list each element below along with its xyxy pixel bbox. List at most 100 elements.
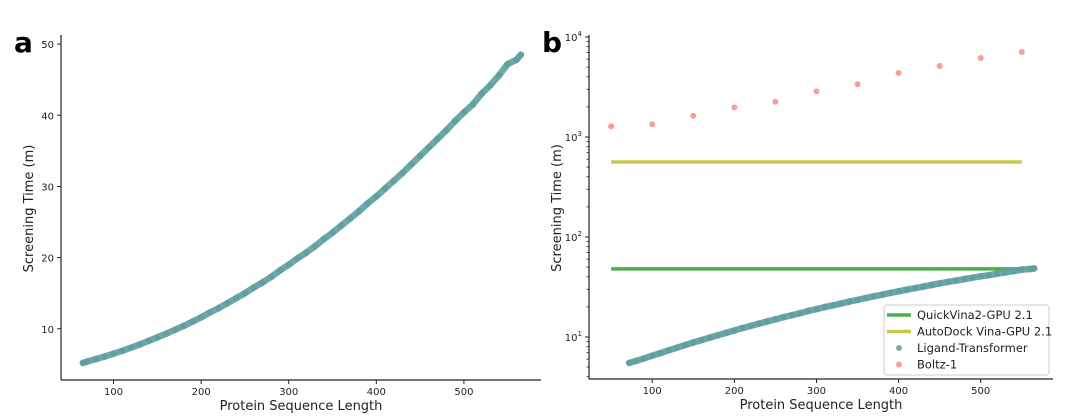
screening-time-point — [189, 318, 196, 325]
x-tick-label: 400 — [889, 386, 908, 397]
screening-time-point — [469, 101, 476, 108]
y-tick-label-exponent: 2 — [578, 230, 582, 238]
ligand-transformer-point — [903, 286, 911, 294]
screening-time-point — [486, 82, 494, 89]
x-axis-label: Protein Sequence Length — [220, 399, 383, 414]
y-tick-label: 10 — [41, 325, 54, 336]
ligand-transformer-point — [714, 331, 722, 339]
y-tick-label: 50 — [41, 40, 54, 51]
screening-time-point — [285, 261, 293, 269]
ligand-transformer-point — [665, 347, 672, 354]
screening-time-point — [101, 353, 109, 360]
ligand-transformer-point — [837, 300, 845, 307]
screening-time-point — [180, 322, 187, 330]
ligand-transformer-point — [969, 274, 976, 281]
screening-time-point — [206, 309, 214, 316]
ligand-transformer-point — [625, 359, 633, 367]
ligand-transformer-point — [796, 309, 804, 317]
x-tick-label: 300 — [279, 387, 298, 398]
ligand-transformer-point — [1018, 266, 1026, 273]
ligand-transformer-point — [846, 298, 853, 305]
x-tick-label: 500 — [971, 386, 990, 397]
screening-time-point — [215, 304, 222, 312]
screening-time-point — [390, 177, 398, 185]
y-tick-label: 20 — [41, 254, 54, 265]
screening-time-point — [250, 284, 258, 291]
x-tick-label: 100 — [643, 386, 662, 397]
screening-time-point — [346, 215, 354, 222]
ligand-transformer-point — [755, 320, 763, 327]
screening-time-point — [443, 126, 450, 134]
ligand-transformer-point — [862, 294, 870, 302]
screening-time-point — [513, 56, 520, 64]
boltz-1-point — [813, 88, 820, 95]
x-tick-label: 200 — [192, 387, 211, 398]
screening-time-point — [337, 222, 345, 229]
legend-swatch-marker — [896, 361, 902, 368]
screening-time-point — [136, 341, 144, 348]
ligand-transformer-point — [985, 271, 993, 279]
screening-time-point — [399, 169, 406, 177]
ligand-transformer-point — [772, 316, 779, 323]
screening-time-point — [434, 135, 441, 143]
ligand-transformer-point — [673, 344, 681, 352]
screening-time-point — [517, 51, 525, 59]
y-tick-label: 30 — [41, 182, 54, 193]
ligand-transformer-point — [689, 339, 697, 346]
ligand-transformer-point — [870, 293, 878, 300]
ligand-transformer-point — [780, 313, 787, 321]
ligand-transformer-series — [625, 265, 1038, 367]
boltz-1-point — [649, 121, 656, 128]
legend: QuickVina2-GPU 2.1 AutoDock Vina-GPU 2.1 L… — [883, 304, 1052, 376]
ligand-transformer-point — [821, 303, 828, 311]
ligand-transformer-point — [944, 278, 952, 286]
ligand-transformer-point — [936, 280, 943, 287]
panel-a: a 100 200 300 400 500 10 20 30 40 50 Protein Sequen… — [14, 26, 541, 414]
ligand-transformer-point — [911, 284, 919, 292]
x-tick-label: 100 — [104, 387, 123, 398]
screening-time-point — [83, 358, 91, 365]
screening-time-band — [79, 51, 525, 367]
screening-time-point — [451, 117, 459, 125]
legend-frame — [883, 304, 1050, 376]
x-tick-label: 500 — [454, 387, 473, 398]
y-tick-label-exponent: 4 — [578, 30, 583, 38]
ligand-transformer-point — [928, 281, 935, 289]
y-tick-label: 102 — [565, 230, 582, 244]
boltz-1-point — [690, 112, 697, 119]
ligand-transformer-point — [878, 291, 886, 298]
boltz-1-point — [1018, 48, 1025, 55]
panel-label: a — [14, 26, 33, 59]
boltz-1-point — [608, 123, 615, 130]
y-tick-label: 103 — [565, 130, 582, 144]
ligand-transformer-point — [632, 357, 640, 365]
screening-time-point — [276, 267, 284, 274]
screening-time-point — [425, 144, 433, 151]
boltz-1-series — [608, 48, 1025, 130]
screening-time-point — [119, 347, 126, 355]
y-tick-label-base: 10 — [565, 133, 578, 144]
screening-time-point — [373, 193, 380, 200]
ligand-transformer-point — [640, 355, 648, 362]
screening-time-point — [259, 279, 266, 286]
screening-time-point — [495, 72, 503, 79]
ligand-transformer-point — [854, 296, 861, 304]
ligand-transformer-point — [657, 349, 664, 357]
legend-entry: QuickVina2-GPU 2.1 — [917, 308, 1033, 322]
ligand-transformer-point — [1002, 269, 1009, 276]
ligand-transformer-point — [747, 322, 755, 330]
y-tick-label: 104 — [565, 30, 583, 44]
screening-time-point — [224, 299, 231, 307]
boltz-1-point — [936, 62, 943, 69]
boltz-1-point — [895, 69, 902, 76]
y-tick-label-base: 10 — [565, 233, 578, 244]
ligand-transformer-point — [829, 302, 837, 309]
ligand-transformer-point — [961, 275, 968, 283]
ligand-transformer-point — [977, 273, 985, 280]
ligand-transformer-point — [993, 270, 1001, 277]
screening-time-point — [364, 200, 371, 207]
screening-time-point — [162, 330, 170, 338]
ligand-transformer-point — [731, 327, 738, 334]
ligand-transformer-point — [788, 311, 796, 319]
